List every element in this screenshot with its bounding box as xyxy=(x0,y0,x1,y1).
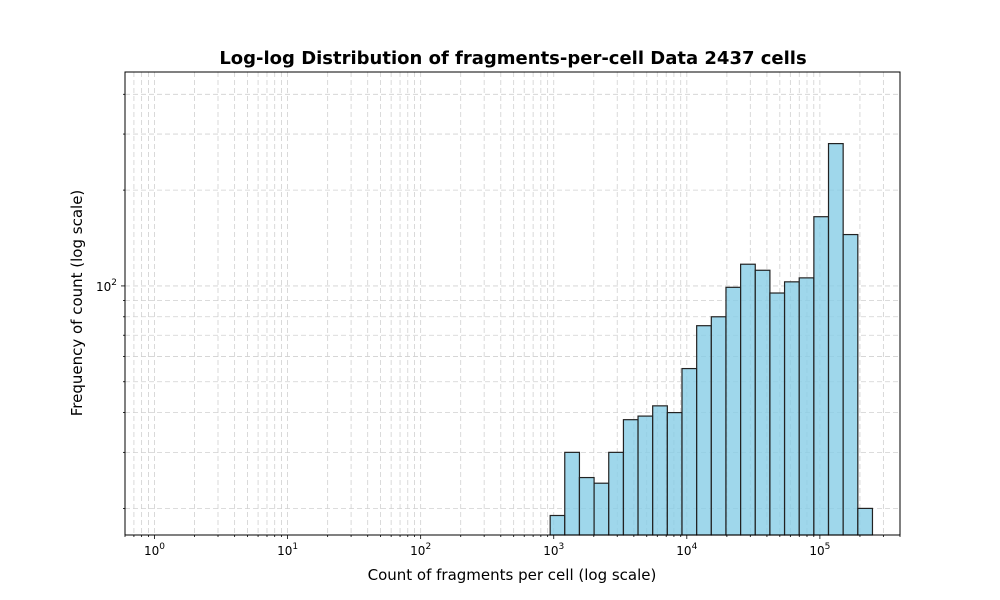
x-axis-label: Count of fragments per cell (log scale) xyxy=(368,566,657,584)
axis-ticks: 100 101 102 103 104 105 102 xyxy=(96,93,901,558)
histogram-bar xyxy=(813,216,830,536)
histogram-bar xyxy=(593,482,610,536)
plot-frame xyxy=(124,71,901,536)
histogram-bar xyxy=(827,142,844,536)
x-tick-label: 102 xyxy=(410,542,431,558)
histogram-bars xyxy=(549,142,874,536)
histogram-bar xyxy=(578,476,595,536)
chart-title: Log-log Distribution of fragments-per-ce… xyxy=(219,48,806,69)
histogram-bar xyxy=(652,405,668,536)
histogram-bar xyxy=(740,263,756,536)
x-tick-label: 104 xyxy=(676,542,697,558)
histogram-bar xyxy=(666,411,683,536)
histogram-bar xyxy=(696,325,712,536)
x-tick-label: 105 xyxy=(809,542,830,558)
histogram-bar xyxy=(857,507,874,536)
histogram-bar xyxy=(783,281,800,536)
histogram-bar xyxy=(622,419,639,536)
x-tick-label: 100 xyxy=(144,542,165,558)
histogram-bar xyxy=(608,451,625,536)
histogram-bar xyxy=(710,316,727,536)
x-tick-label: 101 xyxy=(277,542,298,558)
histogram-bar xyxy=(754,269,771,536)
histogram-bar xyxy=(842,233,859,536)
histogram-bar xyxy=(725,286,742,536)
histogram-bar xyxy=(798,277,815,536)
histogram-bar xyxy=(564,451,581,536)
x-tick-label: 103 xyxy=(543,542,564,558)
histogram-bar xyxy=(549,514,566,536)
histogram-bar xyxy=(637,415,654,536)
histogram-bar xyxy=(681,367,698,536)
y-tick-label: 102 xyxy=(96,278,117,294)
histogram-bar xyxy=(769,292,786,536)
y-axis-label: Frequency of count (log scale) xyxy=(68,190,86,417)
